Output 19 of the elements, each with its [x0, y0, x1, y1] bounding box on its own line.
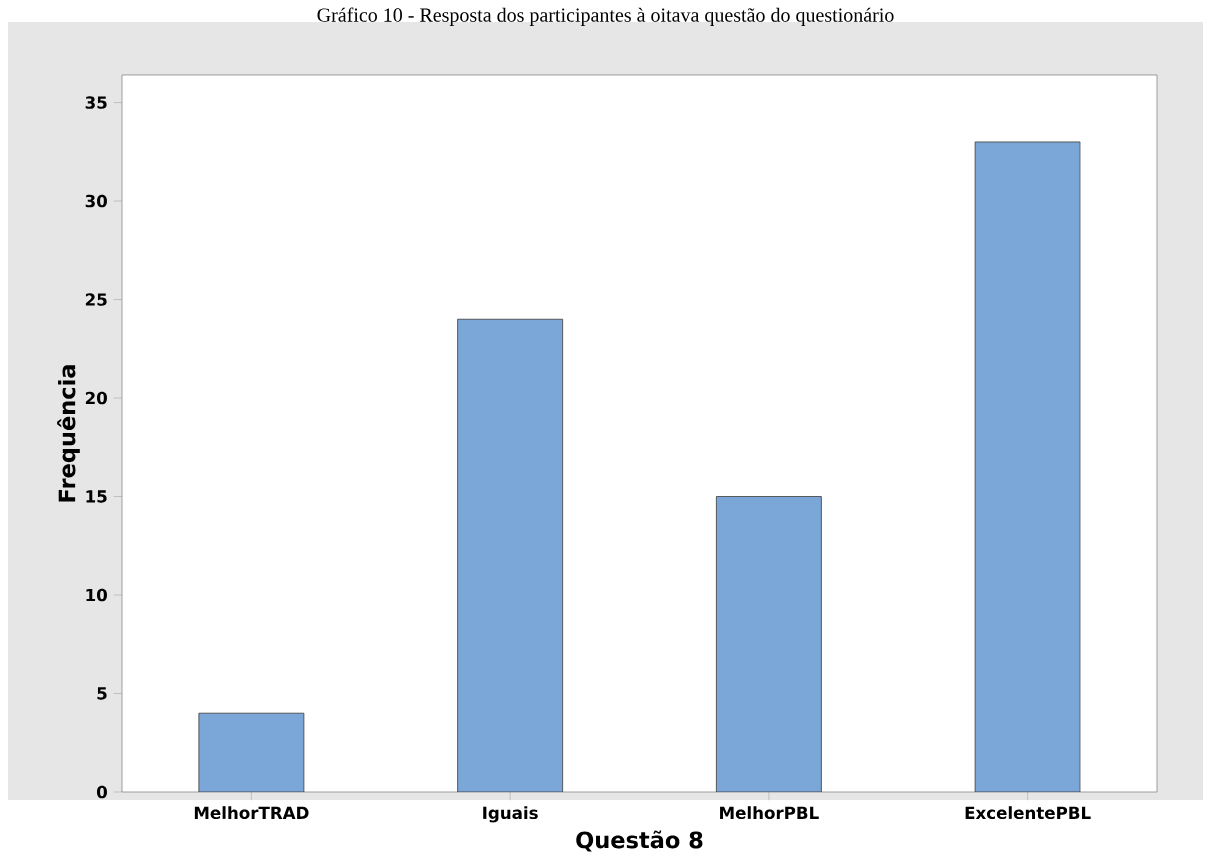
x-tick-label: MelhorPBL: [720, 806, 819, 820]
y-tick-label: 15: [86, 490, 107, 503]
y-axis-title: Frequência: [57, 365, 80, 502]
x-axis-title: Questão 8: [576, 830, 703, 852]
y-tick-label: 20: [85, 391, 107, 405]
y-tick-label: 5: [97, 687, 107, 700]
y-tick-label: 30: [85, 194, 107, 208]
bar: [457, 318, 564, 793]
x-tick-label: ExcelentePBL: [965, 806, 1091, 820]
x-tick-label: MelhorTRAD: [194, 806, 309, 820]
bar: [974, 141, 1081, 793]
x-tick-label: Iguais: [483, 806, 538, 823]
bar: [715, 496, 822, 793]
bar: [198, 712, 305, 793]
y-tick-label: 10: [86, 588, 107, 602]
y-tick-label: 25: [85, 293, 107, 306]
chart-title: Gráfico 10 - Resposta dos participantes à oitava questão do questionário: [317, 7, 894, 26]
y-tick-label: 0: [96, 785, 107, 799]
y-tick-label: 35: [85, 96, 107, 109]
